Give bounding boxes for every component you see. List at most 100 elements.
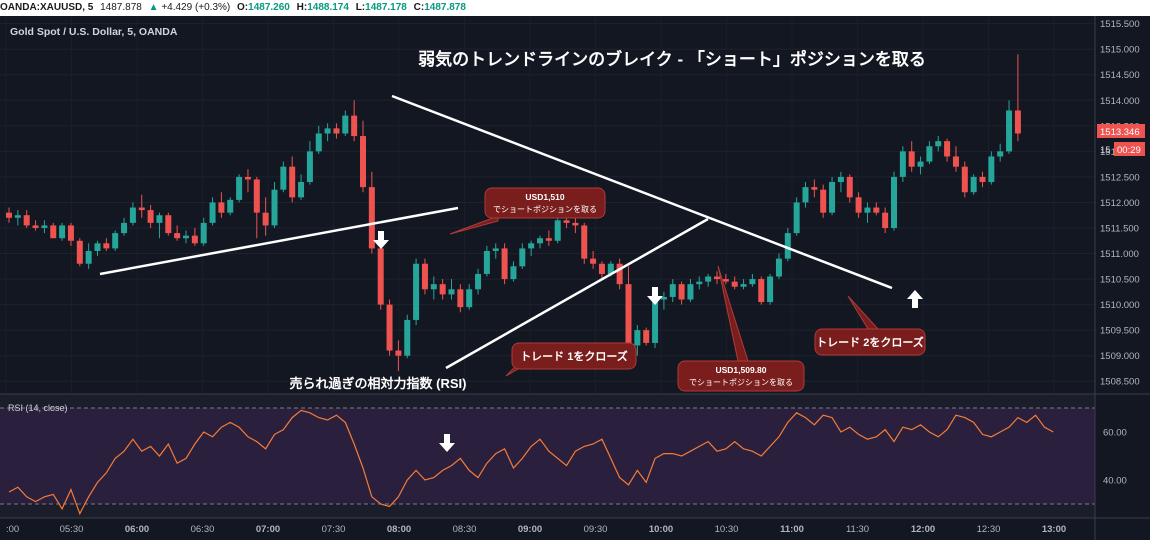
candle-body [961,166,968,193]
candle-body [262,212,269,226]
candle-body [687,284,694,300]
candle-body [147,210,154,223]
candle-body [882,212,889,228]
candle-body [864,207,871,213]
candle-body [705,276,712,282]
candle-body [6,212,12,218]
low-label: L: [355,2,366,13]
candle-body [988,156,995,183]
time-tick-label: 10:30 [715,524,739,535]
candle-body [138,207,145,211]
candle-body [545,238,552,241]
time-tick-label: 13:00 [1042,524,1066,535]
candle-body [899,151,906,177]
candle-body [590,258,597,264]
time-tick-label: 07:30 [322,524,346,535]
entry1-callout: USD1,510 でショートポジションを取る [449,187,606,235]
price-tick-label: 1512.500 [1100,172,1140,183]
candle-body [749,279,756,285]
candle-body [678,284,685,300]
low-value: 1487.178 [365,2,407,13]
candle-body [616,263,623,285]
candle-body [997,151,1004,157]
candle-body [306,151,313,183]
candle-body [1006,110,1013,152]
close1-label: トレード 1をクローズ [520,349,628,363]
time-tick-label: 08:00 [387,524,411,535]
candle-body [802,187,809,203]
time-tick-label: 10:00 [649,524,673,535]
candle-body [430,284,437,290]
candle-body [200,222,207,244]
time-tick-label: 05:30 [60,524,84,535]
candle-body [14,215,21,218]
close2-label: トレード 2をクローズ [816,335,924,349]
candle-body [324,128,331,134]
candle-body [846,176,853,198]
open-label: O: [237,2,249,13]
price-tick-label: 1508.500 [1100,377,1140,388]
candle-body [811,187,818,190]
down-arrow-icon [373,231,389,249]
time-tick-label: 12:30 [977,524,1001,535]
entry2-price: USD1,509.80 [715,365,766,375]
high-label: H: [296,2,308,13]
descending-trendline[interactable] [391,94,893,290]
down-arrow-icon [647,287,663,305]
candle-body [298,182,305,198]
last-price: 1487.878 [100,2,142,13]
price-tick-label: 1515.500 [1100,19,1140,30]
candle-body [979,176,986,183]
candle-body [67,225,74,241]
headline: 弱気のトレンドラインのブレイク - 「ショート」ポジションを取る [418,49,926,69]
countdown-tag-text: 00:29 [1117,145,1141,156]
time-tick-label: 09:30 [584,524,608,535]
candle-body [855,197,862,213]
candle-body [528,243,535,249]
candle-body [342,115,349,134]
chart-title: Gold Spot / U.S. Dollar, 5, OANDA [10,26,178,38]
symbol-name[interactable]: OANDA:XAUUSD, 5 [0,2,94,13]
candle-body [333,128,340,134]
candle-body [41,225,48,228]
high-value: 1488.174 [307,2,349,13]
candle-body [121,222,128,234]
candle-body [581,225,588,259]
candle-body [165,215,172,234]
candle-body [696,281,703,285]
ascending-trendline[interactable] [99,206,459,276]
rsi-tick-label: 60.00 [1103,428,1127,439]
time-tick-label: 11:30 [846,524,869,535]
candles [6,54,1021,372]
rsi-tick-label: 40.00 [1103,476,1127,487]
candle-body [271,189,278,226]
up-arrow-icon [907,290,923,308]
price-chart[interactable]: USD1,510 でショートポジションを取る トレード 1をクローズ USD1,… [0,16,1150,540]
price-tick-label: 1509.500 [1100,326,1140,337]
rsi-line [8,409,1054,516]
price-change: +4.429 (+0.3%) [161,2,231,13]
candle-body [236,176,243,200]
candle-body [820,189,827,213]
candle-body [625,284,632,346]
candle-body [351,115,358,137]
candle-body [360,136,366,188]
time-tick-label: 12:00 [911,524,935,535]
up-arrow-icon: ▲ [148,2,159,13]
candle-body [289,166,296,198]
candle-body [94,243,101,251]
candle-body [758,279,765,303]
rsi-label: RSI (14, close) [8,403,68,413]
price-axis-labels: 1508.500 1509.000 1509.500 1510.000 1510.500… [1100,19,1140,388]
candle-body [775,258,782,277]
rsi-axis-labels: 40.00 60.00 [1103,428,1127,487]
candle-body [767,276,774,303]
candle-body [501,248,508,280]
close-value: 1487.878 [424,2,466,13]
candle-body [368,187,375,249]
rising-support-trendline[interactable] [445,217,709,370]
time-tick-label: 11:00 [780,524,804,535]
candle-body [926,146,933,162]
candle-body [413,263,420,320]
entry2-callout: USD1,509.80 でショートポジションを取る [677,265,805,392]
